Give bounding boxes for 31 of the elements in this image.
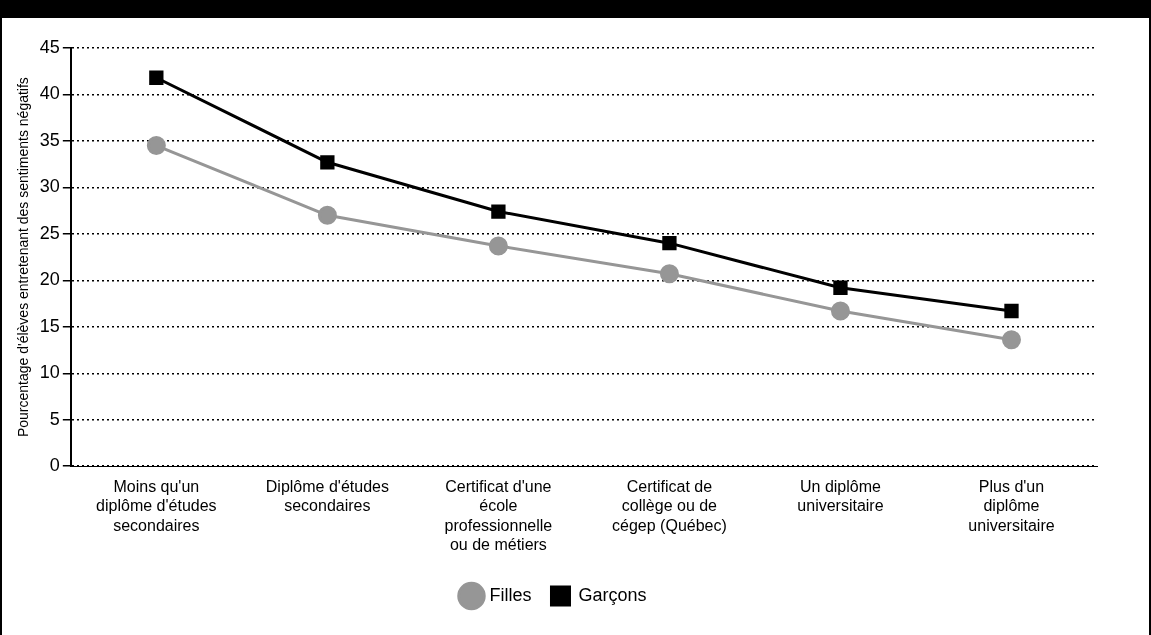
point <box>146 136 166 156</box>
y-tick-label: 20 <box>39 269 60 290</box>
y-tick-label: 30 <box>39 176 60 197</box>
point <box>833 280 848 295</box>
point <box>830 301 850 321</box>
x-tick-label: Un diplôme universitaire <box>797 478 884 515</box>
point <box>1001 330 1021 350</box>
legend-label: Garçons <box>578 584 647 605</box>
point <box>491 204 506 219</box>
point <box>662 236 677 251</box>
x-tick-label: Certificat d'une école professionnelle ou de métiers <box>444 478 553 553</box>
point <box>317 205 337 225</box>
x-tick-label: Moins qu'un diplôme d'études secondaires <box>96 478 217 534</box>
point <box>659 264 679 284</box>
x-tick-label: Diplôme d'études secondaires <box>265 478 389 515</box>
y-tick-label: 15 <box>39 315 60 336</box>
x-tick-label: Plus d'un diplôme universitaire <box>968 478 1055 534</box>
point <box>1004 303 1019 319</box>
y-tick-label: 45 <box>39 36 60 57</box>
y-tick-label: 25 <box>39 222 60 243</box>
point <box>320 155 335 170</box>
x-tick-label: Certificat de collège ou de cégep (Québec) <box>612 478 727 534</box>
point <box>149 70 164 85</box>
y-axis-title: Pourcentage d'élèves entretenant des sentiments négatifs <box>15 77 32 438</box>
point <box>488 236 508 256</box>
y-tick-label: 40 <box>39 83 60 104</box>
y-tick-label: 35 <box>39 129 60 150</box>
legend-label: Filles <box>489 584 532 605</box>
y-tick-label: 0 <box>49 455 60 476</box>
y-tick-label: 5 <box>49 408 60 429</box>
y-tick-label: 10 <box>39 362 60 383</box>
